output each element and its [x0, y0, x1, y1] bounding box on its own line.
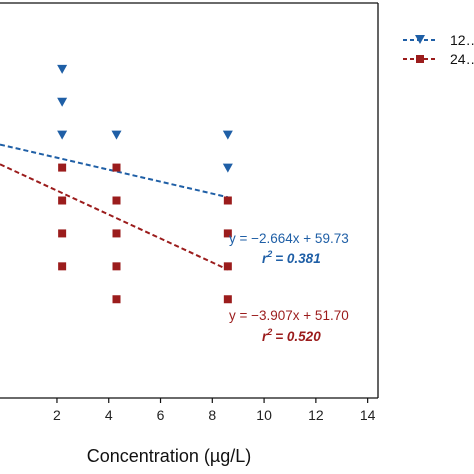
r2-label-series-2: r [262, 329, 268, 344]
r2-value-series-1: = 0.381 [275, 251, 320, 266]
r2-exponent-series-2: 2 [266, 327, 272, 337]
x-axis-title: Concentration (µg/L) [87, 446, 251, 466]
point-series-2-4 [112, 163, 121, 172]
x-axis-ticks: 2 4 6 8 10 12 14 [53, 398, 376, 423]
point-series-1-4 [222, 130, 233, 140]
point-series-1-5 [222, 163, 233, 173]
point-series-1-0 [57, 64, 68, 74]
x-tick-label-1: 4 [105, 407, 113, 423]
point-series-2-12 [223, 295, 232, 304]
fit-line-series-2 [0, 163, 229, 271]
legend-label-series-1: 12… [450, 32, 474, 48]
r2-value-series-2: = 0.520 [275, 329, 321, 344]
point-series-1-3 [111, 130, 122, 140]
x-tick-label-4: 10 [256, 407, 272, 423]
equation-series-1: y = −2.664x + 59.73 [229, 231, 349, 246]
point-series-2-2 [58, 229, 67, 238]
r2-series-2: r2 = 0.520 [262, 327, 321, 344]
point-series-2-0 [58, 163, 67, 172]
x-tick-label-5: 12 [308, 407, 324, 423]
point-series-2-11 [223, 262, 232, 271]
point-series-2-8 [112, 295, 121, 304]
x-tick-label-0: 2 [53, 407, 61, 423]
data-points [57, 64, 233, 304]
x-tick-label-2: 6 [157, 407, 165, 423]
point-series-2-3 [58, 262, 67, 271]
legend-marker-series-2 [416, 55, 424, 63]
point-series-1-1 [57, 97, 68, 107]
legend-marker-series-1 [415, 35, 425, 44]
r2-series-1: r2 = 0.381 [262, 249, 321, 266]
point-series-2-9 [223, 196, 232, 205]
point-series-2-10 [223, 229, 232, 238]
r2-exponent-series-1: 2 [266, 249, 272, 259]
point-series-2-1 [58, 196, 67, 205]
point-series-2-5 [112, 196, 121, 205]
point-series-2-7 [112, 262, 121, 271]
point-series-1-2 [57, 130, 68, 140]
equation-series-2: y = −3.907x + 51.70 [229, 308, 349, 323]
legend: 12… 24… [403, 32, 474, 67]
legend-label-series-2: 24… [450, 51, 474, 67]
x-tick-label-6: 14 [360, 407, 376, 423]
r2-label-series-1: r [262, 251, 268, 266]
x-tick-label-3: 8 [208, 407, 216, 423]
point-series-2-6 [112, 229, 121, 238]
